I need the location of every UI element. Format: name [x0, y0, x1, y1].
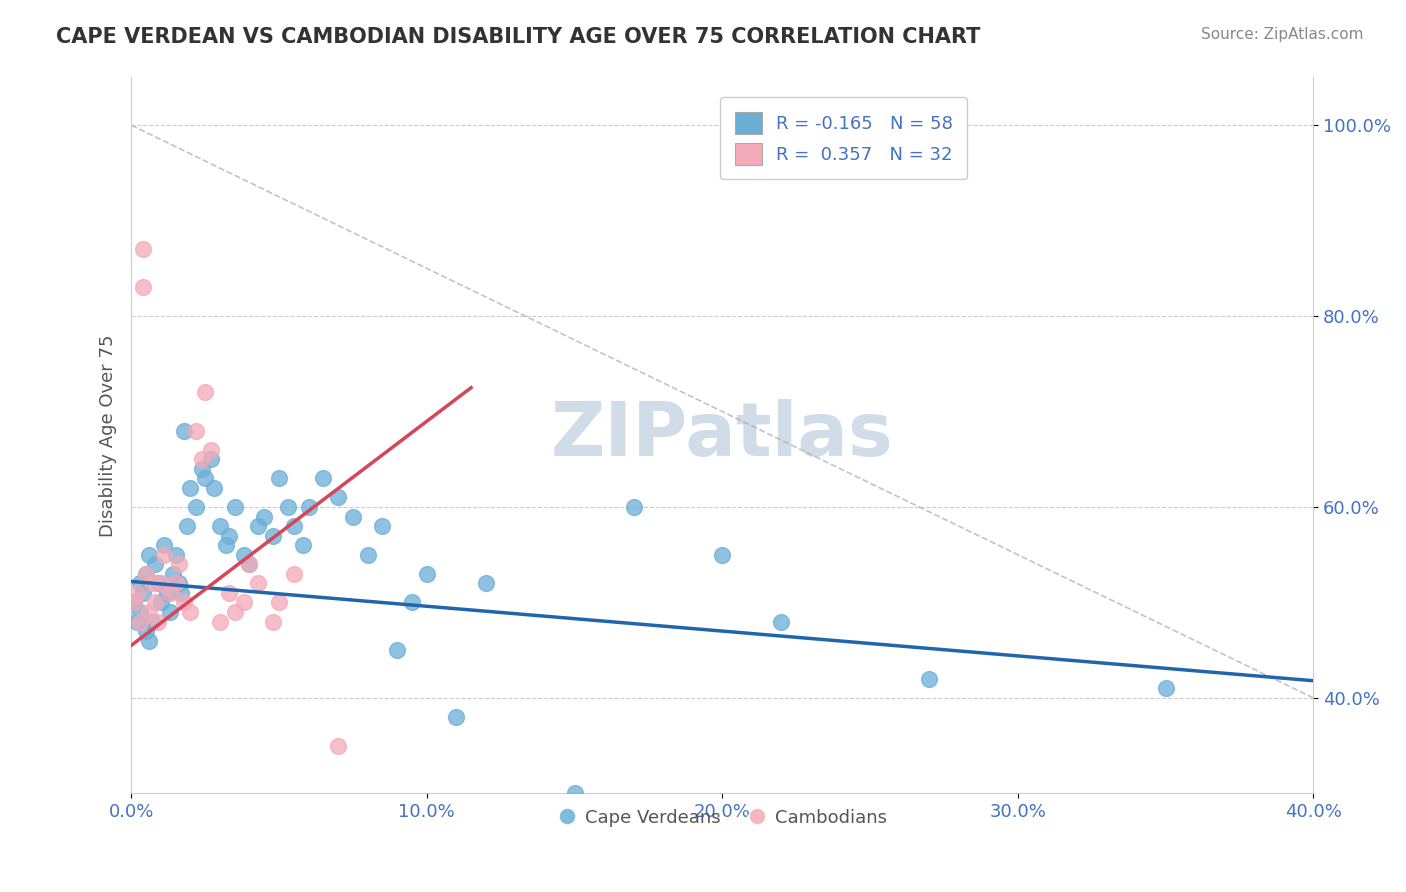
Point	[129, 576, 152, 591]
Point	[262, 528, 284, 542]
Point	[138, 548, 160, 562]
Point	[623, 500, 645, 514]
Point	[167, 576, 190, 591]
Point	[326, 491, 349, 505]
Point	[159, 586, 181, 600]
Point	[156, 586, 179, 600]
Point	[186, 424, 208, 438]
Point	[326, 739, 349, 753]
Point	[127, 586, 149, 600]
Point	[564, 786, 586, 800]
Point	[475, 576, 498, 591]
Point	[127, 615, 149, 629]
Point	[283, 519, 305, 533]
Point	[200, 452, 222, 467]
Point	[149, 576, 172, 591]
Point	[356, 548, 378, 562]
Point	[129, 615, 152, 629]
Point	[176, 519, 198, 533]
Point	[135, 566, 157, 581]
Point	[179, 481, 201, 495]
Point	[342, 509, 364, 524]
Point	[132, 280, 155, 294]
Point	[191, 452, 214, 467]
Point	[152, 538, 174, 552]
Point	[152, 548, 174, 562]
Point	[167, 558, 190, 572]
Point	[401, 595, 423, 609]
Point	[1154, 681, 1177, 696]
Point	[247, 576, 270, 591]
Point	[132, 586, 155, 600]
Point	[149, 595, 172, 609]
Point	[135, 566, 157, 581]
Point	[387, 643, 409, 657]
Point	[146, 615, 169, 629]
Point	[267, 471, 290, 485]
Point	[122, 595, 145, 609]
Point	[129, 605, 152, 619]
Point	[446, 710, 468, 724]
Point	[232, 595, 254, 609]
Point	[297, 500, 319, 514]
Point	[173, 595, 195, 609]
Point	[218, 528, 240, 542]
Point	[238, 558, 260, 572]
Point	[165, 576, 187, 591]
Point	[291, 538, 314, 552]
Point	[416, 566, 439, 581]
Point	[224, 605, 246, 619]
Text: Source: ZipAtlas.com: Source: ZipAtlas.com	[1201, 27, 1364, 42]
Point	[232, 548, 254, 562]
Point	[218, 586, 240, 600]
Point	[194, 471, 217, 485]
Point	[159, 605, 181, 619]
Point	[146, 576, 169, 591]
Point	[277, 500, 299, 514]
Point	[238, 558, 260, 572]
Point	[247, 519, 270, 533]
Y-axis label: Disability Age Over 75: Disability Age Over 75	[100, 334, 117, 537]
Point	[215, 538, 238, 552]
Legend: Cape Verdeans, Cambodians: Cape Verdeans, Cambodians	[551, 802, 894, 834]
Point	[170, 586, 193, 600]
Point	[918, 672, 941, 686]
Point	[138, 633, 160, 648]
Point	[194, 385, 217, 400]
Text: ZIPatlas: ZIPatlas	[551, 399, 894, 472]
Point	[143, 558, 166, 572]
Text: CAPE VERDEAN VS CAMBODIAN DISABILITY AGE OVER 75 CORRELATION CHART: CAPE VERDEAN VS CAMBODIAN DISABILITY AGE…	[56, 27, 980, 46]
Point	[143, 595, 166, 609]
Point	[253, 509, 276, 524]
Point	[208, 615, 231, 629]
Point	[711, 548, 734, 562]
Point	[202, 481, 225, 495]
Point	[224, 500, 246, 514]
Point	[141, 615, 163, 629]
Point	[387, 805, 409, 820]
Point	[165, 548, 187, 562]
Point	[162, 566, 184, 581]
Point	[141, 576, 163, 591]
Point	[138, 605, 160, 619]
Point	[186, 500, 208, 514]
Point	[770, 615, 793, 629]
Point	[132, 242, 155, 256]
Point	[179, 605, 201, 619]
Point	[267, 595, 290, 609]
Point	[312, 471, 335, 485]
Point	[191, 462, 214, 476]
Point	[122, 595, 145, 609]
Point	[208, 519, 231, 533]
Point	[371, 519, 394, 533]
Point	[200, 442, 222, 457]
Point	[135, 624, 157, 638]
Point	[262, 615, 284, 629]
Point	[173, 424, 195, 438]
Point	[283, 566, 305, 581]
